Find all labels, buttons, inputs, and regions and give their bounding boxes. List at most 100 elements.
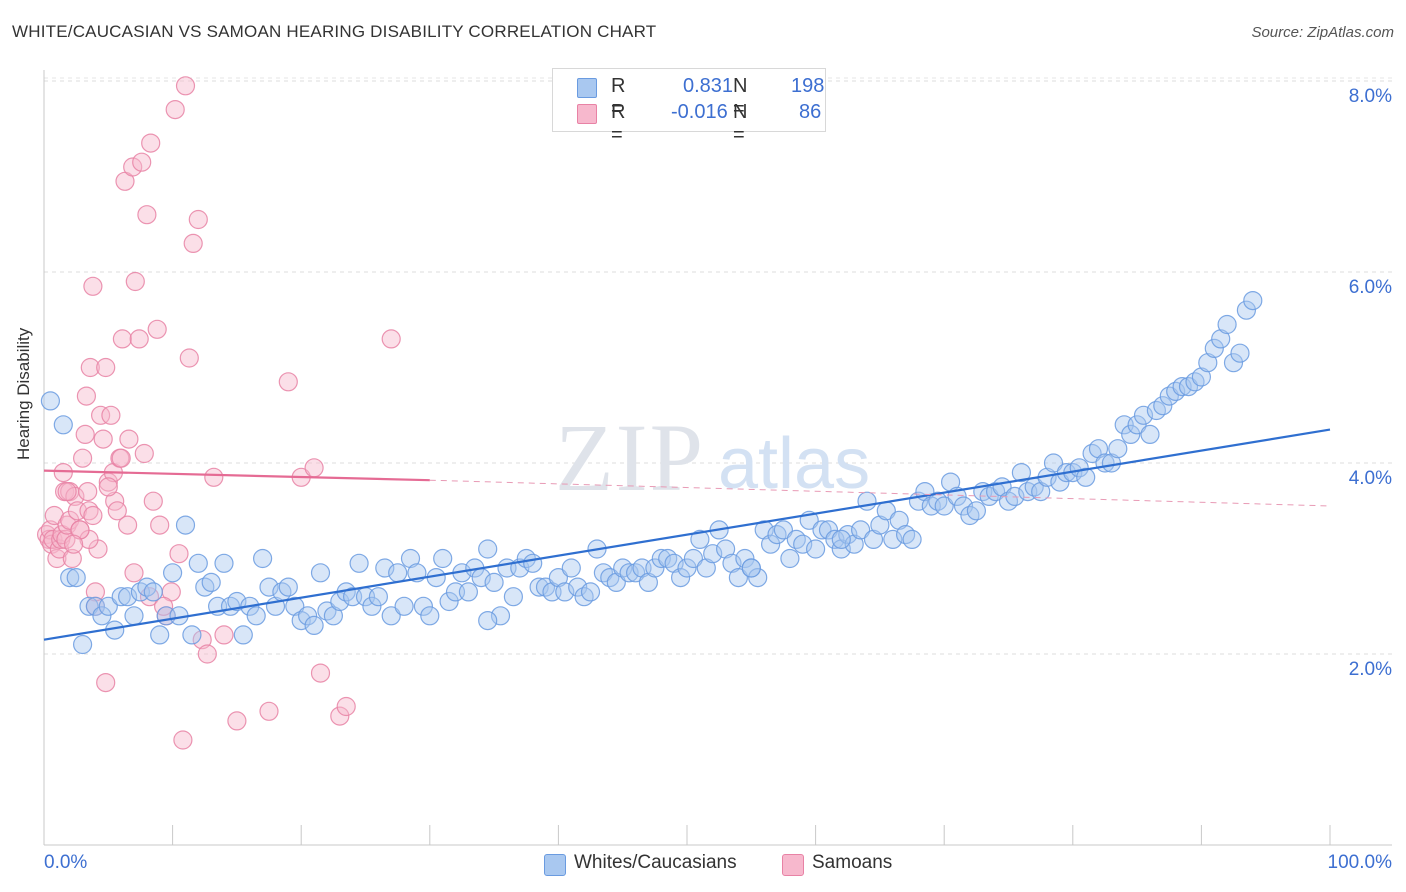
samoan-point bbox=[169, 544, 189, 564]
white-points bbox=[40, 291, 1263, 655]
samoan-point bbox=[259, 701, 279, 721]
white-point bbox=[1088, 439, 1109, 459]
white-point bbox=[478, 539, 498, 559]
white-point bbox=[889, 510, 909, 530]
white-point bbox=[439, 591, 459, 612]
white-point bbox=[780, 548, 800, 569]
samoan-point bbox=[72, 448, 93, 468]
white-point bbox=[523, 553, 543, 573]
white-point bbox=[1191, 367, 1212, 387]
samoan-point bbox=[129, 329, 149, 349]
samoan-point bbox=[111, 448, 131, 468]
white-point bbox=[902, 529, 922, 550]
samoan-point bbox=[98, 477, 118, 497]
y-tick-label: 2.0% bbox=[1348, 659, 1392, 680]
legend-swatch-samoans bbox=[782, 854, 804, 876]
samoan-point bbox=[96, 672, 116, 693]
white-point bbox=[478, 610, 498, 631]
samoan-point bbox=[119, 429, 139, 449]
white-point bbox=[182, 625, 202, 645]
white-point bbox=[934, 496, 954, 516]
white-point bbox=[53, 415, 73, 435]
samoan-point bbox=[90, 405, 111, 425]
white-point bbox=[92, 606, 112, 626]
samoan-point bbox=[197, 644, 217, 664]
white-point bbox=[1230, 343, 1250, 363]
samoan-point bbox=[304, 458, 324, 478]
samoan-point bbox=[336, 696, 356, 717]
watermark-zip: ZIP bbox=[555, 404, 705, 511]
legend-swatch-whites bbox=[577, 78, 597, 98]
legend-n-label: N = bbox=[733, 101, 748, 146]
white-point bbox=[715, 539, 736, 559]
samoan-point bbox=[183, 233, 203, 253]
white-point bbox=[863, 529, 884, 550]
samoan-point bbox=[214, 625, 234, 645]
white-point bbox=[388, 563, 408, 583]
samoan-point bbox=[137, 205, 157, 225]
white-point bbox=[748, 567, 768, 588]
samoan-point bbox=[192, 630, 212, 650]
white-point bbox=[735, 548, 755, 569]
samoan-point bbox=[330, 706, 350, 726]
samoan-point bbox=[83, 505, 103, 526]
white-point bbox=[278, 577, 298, 597]
samoan-point bbox=[150, 515, 170, 535]
white-point bbox=[1223, 353, 1244, 373]
samoan-point bbox=[278, 372, 298, 392]
white-point bbox=[285, 596, 305, 616]
y-tick-label: 4.0% bbox=[1348, 468, 1392, 489]
white-point bbox=[883, 529, 903, 550]
legend-label-whites: Whites/Caucasians bbox=[574, 852, 737, 873]
white-point bbox=[645, 558, 665, 578]
white-point bbox=[413, 596, 433, 616]
samoan-point bbox=[141, 133, 161, 153]
samoan-trend-line bbox=[43, 469, 430, 482]
white-point bbox=[98, 596, 118, 616]
white-point bbox=[677, 558, 697, 578]
source-label: Source: ZipAtlas.com bbox=[1251, 24, 1394, 41]
white-point bbox=[850, 520, 871, 540]
samoan-point bbox=[134, 443, 154, 464]
white-point bbox=[683, 548, 704, 569]
white-point bbox=[773, 520, 794, 540]
white-point bbox=[394, 596, 414, 616]
white-point bbox=[812, 520, 832, 540]
samoan-point bbox=[112, 329, 133, 349]
samoan-point bbox=[80, 357, 100, 378]
white-point bbox=[163, 563, 183, 583]
white-point bbox=[150, 625, 170, 645]
white-point bbox=[124, 606, 144, 626]
white-point bbox=[561, 558, 581, 578]
x-tick-label-min: 0.0% bbox=[44, 852, 88, 873]
white-point bbox=[1217, 314, 1237, 335]
white-point bbox=[72, 634, 93, 655]
samoan-point bbox=[227, 711, 247, 731]
samoan-points bbox=[36, 76, 401, 750]
white-point bbox=[818, 520, 839, 540]
gridlines bbox=[44, 77, 1392, 655]
white-point bbox=[117, 587, 138, 607]
y-axis-label: Hearing Disability bbox=[14, 327, 33, 460]
samoan-point bbox=[93, 429, 113, 449]
samoan-point bbox=[70, 520, 90, 540]
white-point bbox=[66, 567, 86, 588]
chart-title: WHITE/CAUCASIAN VS SAMOAN HEARING DISABI… bbox=[12, 22, 657, 41]
samoan-point bbox=[123, 157, 143, 177]
legend-n-value: 198 bbox=[791, 75, 825, 97]
white-point bbox=[651, 548, 671, 569]
samoan-point bbox=[179, 348, 199, 368]
samoan-point bbox=[165, 99, 185, 120]
white-point bbox=[1076, 467, 1096, 487]
samoan-point bbox=[143, 491, 163, 511]
samoan-point bbox=[173, 730, 193, 750]
samoan-point bbox=[76, 386, 97, 406]
white-point bbox=[433, 548, 453, 569]
white-point bbox=[805, 539, 826, 559]
white-point bbox=[246, 606, 266, 626]
samoan-point bbox=[67, 501, 88, 521]
white-point bbox=[1011, 463, 1032, 483]
white-point bbox=[214, 553, 234, 573]
white-point bbox=[368, 587, 388, 607]
